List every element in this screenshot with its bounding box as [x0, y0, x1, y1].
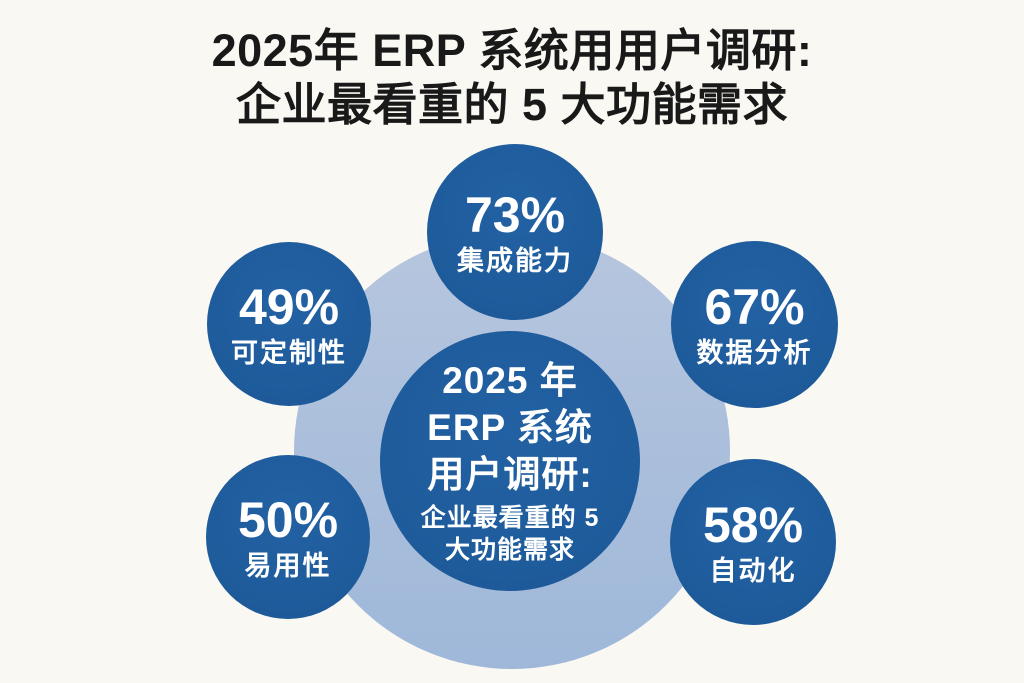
title-line-2: 企业最看重的 5 大功能需求 — [235, 79, 789, 130]
title-line-1: 2025年 ERP 系统用用户调研: — [211, 25, 813, 76]
bubble-automation: 58% 自动化 — [670, 459, 836, 625]
center-subtitle-line-1: 企业最看重的 5 — [420, 503, 600, 532]
bubble-customization: 49% 可定制性 — [207, 242, 371, 406]
bubble-data-analysis: 67% 数据分析 — [671, 241, 838, 408]
page-title: 2025年 ERP 系统用用户调研: 企业最看重的 5 大功能需求 — [0, 24, 1024, 132]
bubble-ease-of-use-percentage: 50% — [237, 491, 339, 548]
center-title-line-1: 2025 年 — [442, 359, 578, 401]
bubble-integration-label: 集成能力 — [457, 245, 573, 276]
bubble-customization-label: 可定制性 — [231, 337, 347, 368]
bubble-integration-percentage: 73% — [464, 186, 566, 243]
bubble-data-analysis-percentage: 67% — [704, 279, 805, 335]
center-subtitle-line-2: 大功能需求 — [444, 535, 575, 564]
bubble-customization-percentage: 49% — [238, 278, 340, 335]
bubble-automation-percentage: 58% — [702, 496, 804, 553]
bubble-data-analysis-label: 数据分析 — [696, 338, 813, 368]
center-title-line-2: ERP 系统 — [427, 406, 593, 448]
center-summary-circle: 2025 年 ERP 系统 用户调研: 企业最看重的 5 大功能需求 — [380, 331, 640, 591]
bubble-integration: 73% 集成能力 — [427, 144, 603, 320]
bubble-ease-of-use: 50% 易用性 — [206, 455, 370, 619]
bubble-ease-of-use-label: 易用性 — [244, 550, 332, 581]
bubble-automation-label: 自动化 — [709, 555, 797, 586]
center-title-line-3: 用户调研: — [427, 453, 593, 495]
